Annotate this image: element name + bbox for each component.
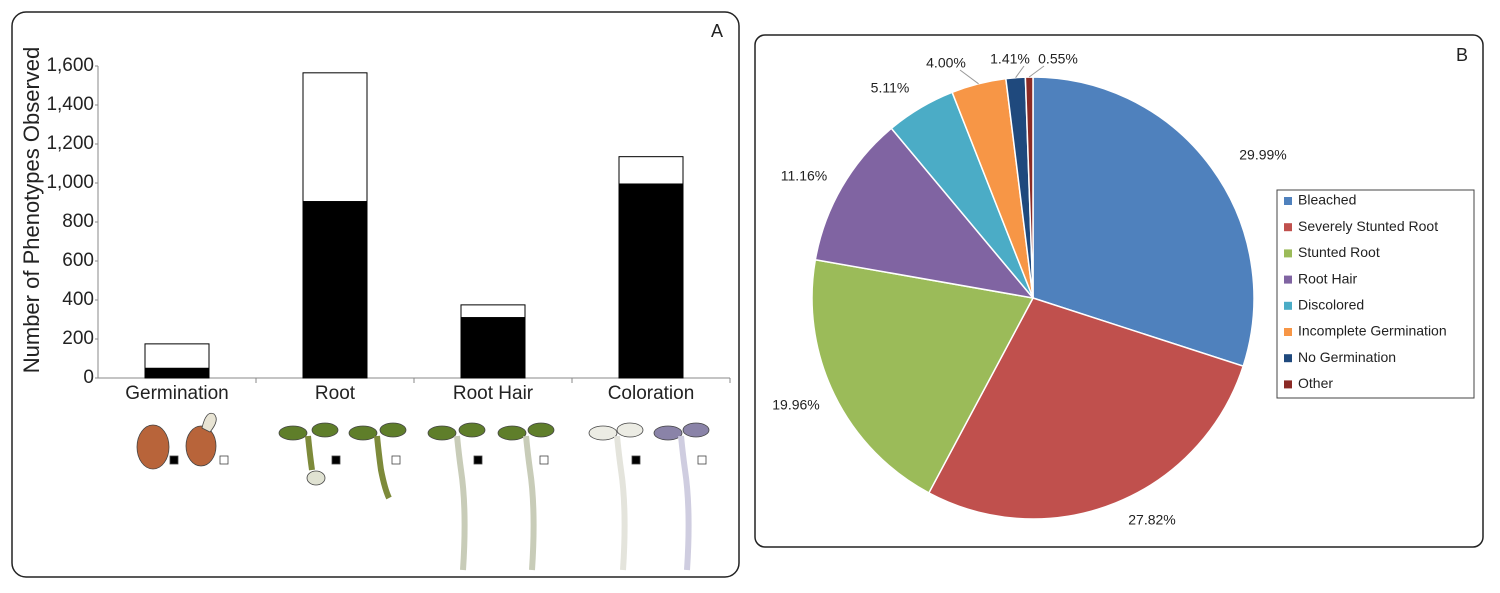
y-tick-label: 1,600 (46, 55, 94, 76)
bar-segment (618, 183, 684, 379)
legend-label: Root Hair (1298, 270, 1357, 286)
x-tick-label: Coloration (608, 383, 695, 404)
legend-frame (1276, 189, 1475, 399)
y-tick-label: 1,200 (46, 133, 94, 154)
data-label: 27.82% (1128, 512, 1175, 528)
bar-segment (302, 72, 368, 203)
y-axis-title: Number of Phenotypes Observed (19, 47, 44, 374)
y-tick-label: 400 (62, 289, 94, 310)
y-tick-label: 200 (62, 328, 94, 349)
legend-swatch (1284, 301, 1292, 310)
legend-swatch (1284, 380, 1292, 389)
legend-label: No Germination (1298, 349, 1396, 365)
pie-slice (1032, 76, 1255, 368)
x-tick-label: Germination (125, 383, 229, 404)
bar-segment (460, 304, 526, 319)
data-label: 4.00% (926, 55, 966, 71)
legend-label: Stunted Root (1298, 244, 1380, 260)
data-label: 29.99% (1239, 147, 1286, 163)
leader-line (1015, 65, 1025, 78)
legend-label: Severely Stunted Root (1298, 218, 1438, 234)
y-tick-label: 1,000 (46, 172, 94, 193)
legend-swatch (1284, 249, 1292, 258)
y-tick-label: 600 (62, 250, 94, 271)
data-label: 0.55% (1038, 51, 1078, 67)
y-tick-label: 800 (62, 211, 94, 232)
legend-label: Discolored (1298, 297, 1364, 313)
pie-slice (814, 127, 1035, 300)
leader-line (959, 69, 979, 85)
y-tick-label: 0 (83, 367, 94, 388)
legend-label: Bleached (1298, 192, 1356, 208)
panel-label: B (1456, 45, 1468, 65)
legend-swatch (1284, 354, 1292, 363)
legend-label: Other (1298, 375, 1333, 391)
data-label: 11.16% (781, 168, 827, 184)
data-label: 1.41% (990, 51, 1030, 67)
legend-swatch (1284, 223, 1292, 232)
bar-segment (460, 317, 526, 379)
pie-slice (1024, 76, 1034, 299)
legend-swatch (1284, 197, 1292, 205)
pie-slice (927, 297, 1245, 520)
x-tick-label: Root (315, 383, 356, 404)
x-tick-label: Root Hair (453, 383, 534, 404)
leader-line (1028, 65, 1045, 78)
bar-segment (618, 156, 684, 185)
legend-swatch (1284, 275, 1292, 284)
bar-segment (302, 201, 368, 379)
legend-swatch (1284, 328, 1292, 336)
y-tick-label: 1,400 (46, 94, 94, 115)
pie-slice (811, 258, 1035, 494)
data-label: 5.11% (871, 80, 910, 96)
legend-label: Incomplete Germination (1298, 323, 1447, 339)
data-label: 19.96% (772, 397, 819, 413)
bar-segment (144, 343, 210, 369)
bar-segment (144, 367, 210, 379)
illustrations (136, 412, 710, 571)
panel-label: A (711, 21, 723, 41)
